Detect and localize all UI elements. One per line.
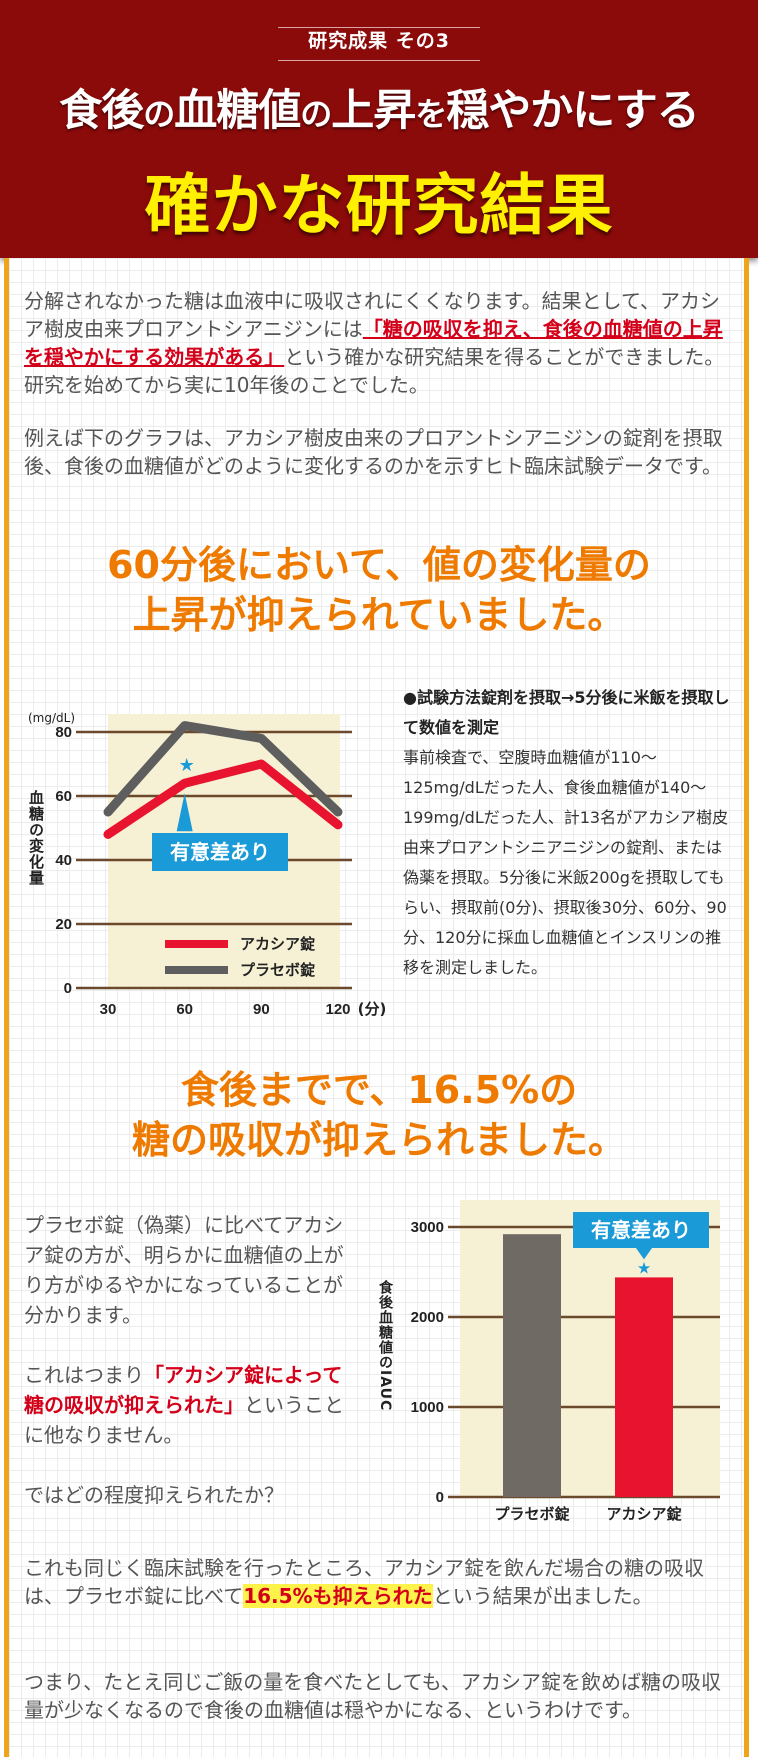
x-tick-label: アカシア錠 [606, 1505, 681, 1523]
header-title: 食後の血糖値の上昇を穏やかにする [0, 76, 758, 138]
y-tick-label: 0 [64, 980, 72, 997]
method-description: ●試験方法錠剤を摂取→5分後に米飯を摂取して数値を測定 事前検査で、空腹時血糖値… [403, 683, 733, 983]
section2-red-text: 「アカシア錠によって糖の吸収が抑えられた」 [24, 1363, 343, 1417]
header-title-part: 食後 [59, 86, 144, 136]
conclusion-text: という結果が出ました。 [432, 1584, 653, 1608]
legend-label: プラセボ錠 [240, 961, 315, 979]
intro-red-text: 「糖の吸収を抑え、食後の血糖値の上昇を穏やかにする効果がある」 [24, 317, 723, 369]
bar-chart-significance-badge: 有意差あり [573, 1212, 709, 1248]
header-title-part: 上昇 [331, 86, 416, 136]
y-tick-label: 20 [55, 916, 72, 933]
section2-text: ということに他なりません。 [24, 1393, 344, 1447]
y-tick-label: 3000 [411, 1219, 444, 1236]
content-frame [4, 258, 749, 1757]
method-title: ●試験方法錠剤を摂取→5分後に米飯を摂取して数値を測定 [403, 688, 730, 737]
badge-pointer [176, 793, 193, 832]
section2-text: プラセボ錠（偽薬）に比べてアカシア錠の方が、明らかに血糖値の上がり方がゆるやかに… [24, 1210, 344, 1510]
significance-star: ★ [637, 1258, 651, 1277]
badge-pointer [636, 1248, 652, 1260]
significance-star: ★ [179, 755, 195, 776]
header-title-part: 穏やかにする [446, 86, 699, 136]
headline-2-line: 糖の吸収が抑えられました。 [131, 1118, 626, 1162]
y-tick-label: 0 [436, 1489, 444, 1506]
intro-text: という確かな研究結果を得ることができました。研究を始めてから実に10年後のことで… [24, 345, 725, 397]
headline-2: 食後までで、16.5%の 糖の吸収が抑えられました。 [0, 1065, 758, 1165]
header-title-part: 血糖値 [174, 86, 301, 136]
method-body: 事前検査で、空腹時血糖値が110〜125mg/dLだった人、食後血糖値が140〜… [403, 748, 729, 977]
x-unit-label: (分) [358, 1000, 387, 1018]
y-tick-label: 1000 [411, 1399, 444, 1416]
x-tick-label: 60 [176, 1001, 193, 1018]
bar [615, 1277, 673, 1497]
x-tick-label: 90 [253, 1001, 270, 1018]
bar [503, 1234, 561, 1497]
bar-chart-ylabel: 食後血糖値のIAUC [377, 1280, 393, 1412]
section2-paragraph-1: プラセボ錠（偽薬）に比べてアカシア錠の方が、明らかに血糖値の上がり方がゆるやかに… [24, 1213, 344, 1327]
legend-label: アカシア錠 [240, 935, 315, 953]
bar-chart: 0 1000 2000 3000 プラセボ錠 アカシア錠 ★ [411, 1200, 720, 1523]
section2-paragraph-3: ではどの程度抑えられたか？ [24, 1483, 284, 1507]
x-tick-label: 120 [325, 1001, 350, 1018]
conclusion-highlight: 16.5%も抑えられた [243, 1584, 433, 1608]
y-unit-label: (mg/dL) [28, 711, 75, 725]
y-tick-label: 2000 [411, 1309, 444, 1326]
intro-paragraph-2: 例えば下のグラフは、アカシア樹皮由来のプロアントシアニジンの錠剤を摂取後、食後の… [24, 426, 723, 478]
series-line [103, 759, 343, 839]
x-tick-label: 30 [100, 1001, 117, 1018]
conclusion-paragraph-2: つまり、たとえ同じご飯の量を食べたとしても、アカシア錠を飲めば糖の吸収量が少なく… [24, 1670, 721, 1722]
y-tick-label: 80 [55, 724, 72, 741]
line-chart-ylabel: 血糖の変化量 [27, 790, 45, 886]
conclusion-text: これも同じく臨床試験を行ったところ、アカシア錠を飲んだ場合の糖の吸収は、プラセボ… [24, 1556, 704, 1608]
y-tick-label: 60 [55, 788, 72, 805]
headline-1-line: 60分後において、値の変化量の [107, 543, 651, 587]
line-chart-significance-badge: 有意差あり [152, 833, 288, 871]
header-tag-rule-top [278, 27, 480, 28]
header-title-part: の [143, 95, 175, 133]
headline-1-line: 上昇が抑えられていました。 [132, 593, 626, 637]
header-title-part: を [415, 95, 447, 133]
section2-paragraph-2: これはつまり「アカシア錠によって糖の吸収が抑えられた」ということに他なりません。 [24, 1360, 344, 1450]
conclusion-paragraph-1: これも同じく臨床試験を行ったところ、アカシア錠を飲んだ場合の糖の吸収は、プラセボ… [24, 1554, 732, 1610]
section2-text: これはつまり [24, 1363, 144, 1387]
header-banner: 研究成果 その3 食後の血糖値の上昇を穏やかにする 確かな研究結果 [0, 0, 758, 258]
header-tag: 研究成果 その3 [308, 30, 450, 52]
header-subtitle: 確かな研究結果 [144, 167, 614, 244]
x-tick-label: プラセボ錠 [494, 1505, 569, 1523]
y-tick-label: 40 [55, 852, 72, 869]
headline-1: 60分後において、値の変化量の 上昇が抑えられていました。 [0, 540, 758, 640]
intro-paragraph-1: 分解されなかった糖は血液中に吸収されにくくなります。結果として、アカシア樹皮由来… [24, 287, 732, 399]
header-tag-rule-bottom [278, 60, 480, 61]
headline-2-line: 食後までで、16.5%の [180, 1068, 578, 1112]
header-title-part: の [300, 95, 332, 133]
intro-text: 分解されなかった糖は血液中に吸収されにくくなります。結果として、アカシア樹皮由来… [24, 289, 720, 341]
series-line [103, 721, 343, 817]
